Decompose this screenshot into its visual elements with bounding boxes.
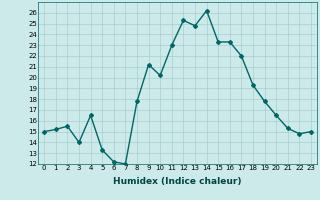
X-axis label: Humidex (Indice chaleur): Humidex (Indice chaleur) — [113, 177, 242, 186]
